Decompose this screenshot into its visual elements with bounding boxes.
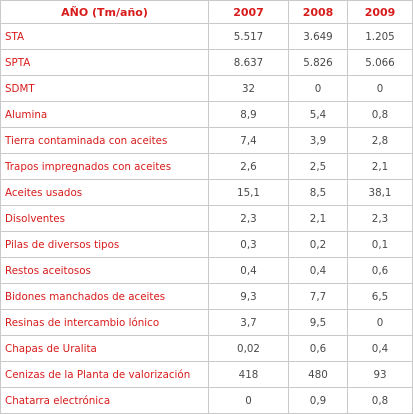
table-row: Trapos impregnados con aceites 2,6 2,5 2…	[0, 153, 413, 180]
cell-2008: 480	[288, 361, 348, 388]
cell-2007: 9,3	[208, 283, 289, 310]
table-row: SDMT 32 0 0	[0, 75, 413, 102]
cell-2008: 8,5	[288, 179, 348, 206]
cell-2007: 8,9	[208, 101, 289, 128]
cell-2007: 3,7	[208, 309, 289, 336]
cell-2009: 0,4	[347, 335, 413, 362]
cell-2009: 0,8	[347, 101, 413, 128]
cell-2009: 93	[347, 361, 413, 388]
cell-2007: 5.517	[208, 23, 289, 50]
cell-2007: 0,3	[208, 231, 289, 258]
cell-2008: 3,9	[288, 127, 348, 154]
header-year-2008: 2008	[288, 0, 348, 24]
table-row: STA 5.517 3.649 1.205	[0, 23, 413, 50]
table-header-row: AÑO (Tm/año) 2007 2008 2009	[0, 0, 413, 24]
header-year-2007: 2007	[208, 0, 289, 24]
header-year-2009: 2009	[347, 0, 413, 24]
cell-2008: 5.826	[288, 49, 348, 76]
cell-2008: 2,1	[288, 205, 348, 232]
row-label: Chatarra electrónica	[0, 387, 209, 414]
row-label: Trapos impregnados con aceites	[0, 153, 209, 180]
row-label: Cenizas de la Planta de valorización	[0, 361, 209, 388]
cell-2007: 15,1	[208, 179, 289, 206]
row-label: Bidones manchados de aceites	[0, 283, 209, 310]
cell-2008: 0,6	[288, 335, 348, 362]
cell-2009: 0	[347, 309, 413, 336]
cell-2007: 0	[208, 387, 289, 414]
cell-2009: 1.205	[347, 23, 413, 50]
cell-2009: 0	[347, 75, 413, 102]
cell-2009: 6,5	[347, 283, 413, 310]
cell-2008: 3.649	[288, 23, 348, 50]
cell-2008: 7,7	[288, 283, 348, 310]
row-label: Resinas de intercambio lónico	[0, 309, 209, 336]
table-row: Pilas de diversos tipos 0,3 0,2 0,1	[0, 231, 413, 258]
row-label: SDMT	[0, 75, 209, 102]
table-row: Chatarra electrónica 0 0,9 0,8	[0, 387, 413, 414]
header-label: AÑO (Tm/año)	[0, 0, 209, 24]
row-label: SPTA	[0, 49, 209, 76]
row-label: Chapas de Uralita	[0, 335, 209, 362]
row-label: Disolventes	[0, 205, 209, 232]
row-label: Alumina	[0, 101, 209, 128]
row-label: Aceites usados	[0, 179, 209, 206]
table-row: Tierra contaminada con aceites 7,4 3,9 2…	[0, 127, 413, 154]
cell-2008: 0,4	[288, 257, 348, 284]
row-label: Tierra contaminada con aceites	[0, 127, 209, 154]
cell-2008: 0,2	[288, 231, 348, 258]
cell-2009: 2,1	[347, 153, 413, 180]
cell-2008: 0,9	[288, 387, 348, 414]
cell-2007: 2,3	[208, 205, 289, 232]
cell-2007: 0,4	[208, 257, 289, 284]
cell-2007: 0,02	[208, 335, 289, 362]
table-row: Alumina 8,9 5,4 0,8	[0, 101, 413, 128]
cell-2009: 0,1	[347, 231, 413, 258]
cell-2009: 5.066	[347, 49, 413, 76]
cell-2009: 0,6	[347, 257, 413, 284]
cell-2008: 5,4	[288, 101, 348, 128]
cell-2007: 7,4	[208, 127, 289, 154]
table-row: Disolventes 2,3 2,1 2,3	[0, 205, 413, 232]
cell-2009: 2,3	[347, 205, 413, 232]
table-row: Aceites usados 15,1 8,5 38,1	[0, 179, 413, 206]
cell-2007: 32	[208, 75, 289, 102]
cell-2007: 8.637	[208, 49, 289, 76]
cell-2007: 418	[208, 361, 289, 388]
cell-2008: 0	[288, 75, 348, 102]
table-row: SPTA 8.637 5.826 5.066	[0, 49, 413, 76]
row-label: STA	[0, 23, 209, 50]
cell-2009: 38,1	[347, 179, 413, 206]
table-row: Bidones manchados de aceites 9,3 7,7 6,5	[0, 283, 413, 310]
cell-2007: 2,6	[208, 153, 289, 180]
cell-2008: 2,5	[288, 153, 348, 180]
cell-2008: 9,5	[288, 309, 348, 336]
cell-2009: 0,8	[347, 387, 413, 414]
row-label: Pilas de diversos tipos	[0, 231, 209, 258]
table-row: Chapas de Uralita 0,02 0,6 0,4	[0, 335, 413, 362]
row-label: Restos aceitosos	[0, 257, 209, 284]
table-row: Cenizas de la Planta de valorización 418…	[0, 361, 413, 388]
table-row: Resinas de intercambio lónico 3,7 9,5 0	[0, 309, 413, 336]
cell-2009: 2,8	[347, 127, 413, 154]
table-row: Restos aceitosos 0,4 0,4 0,6	[0, 257, 413, 284]
